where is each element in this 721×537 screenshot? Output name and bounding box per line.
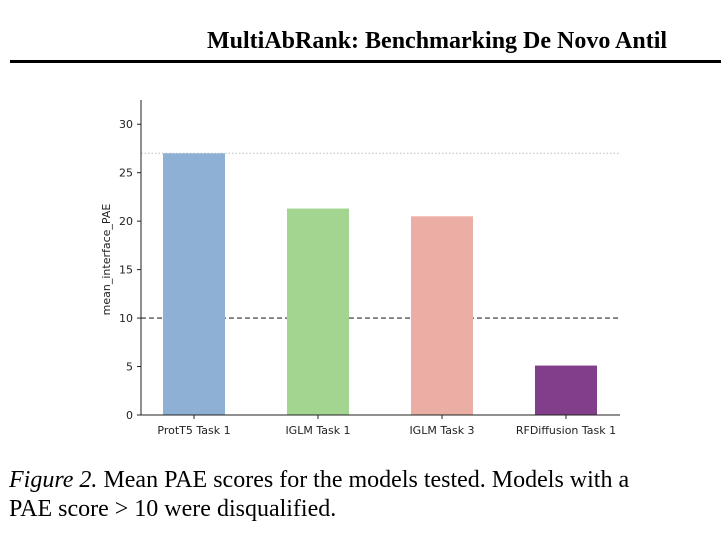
caption-line-2: PAE score > 10 were disqualified. xyxy=(9,496,337,522)
running-title: MultiAbRank: Benchmarking De Novo Antil xyxy=(207,28,668,54)
y-tick-label: 15 xyxy=(119,264,133,277)
y-axis: 0 5 10 15 20 25 30 xyxy=(119,100,142,422)
y-tick-label: 25 xyxy=(119,167,133,180)
x-tick-label: ProtT5 Task 1 xyxy=(157,424,230,437)
bars xyxy=(163,153,597,416)
bar-prott5-task-1 xyxy=(163,153,225,416)
bar-iglm-task-3 xyxy=(411,216,473,415)
header-rule xyxy=(10,60,721,63)
caption-line-1: Figure 2. Mean PAE scores for the models… xyxy=(9,466,721,495)
y-tick-label: 0 xyxy=(126,409,133,422)
reference-lines xyxy=(141,152,620,319)
bar-chart: 0 5 10 15 20 25 30 ProtT5 Task 1 IGLM Task 1 IGL… xyxy=(100,100,620,437)
figure-caption: Figure 2. Mean PAE scores for the models… xyxy=(9,466,721,524)
y-tick-label: 5 xyxy=(126,361,133,374)
x-tick-label: RFDiffusion Task 1 xyxy=(516,424,616,437)
x-tick-label: IGLM Task 1 xyxy=(285,424,350,437)
y-tick-label: 30 xyxy=(119,118,133,131)
y-tick-label: 20 xyxy=(119,215,133,228)
bar-rfdiffusion-task-1 xyxy=(535,365,597,415)
caption-text-1: Mean PAE scores for the models tested. M… xyxy=(103,467,630,493)
y-axis-label: mean_interface_PAE xyxy=(100,204,113,316)
x-tick-label: IGLM Task 3 xyxy=(409,424,474,437)
caption-label: Figure 2. xyxy=(9,467,98,493)
bar-iglm-task-1 xyxy=(287,208,349,415)
running-header: MultiAbRank: Benchmarking De Novo Antil xyxy=(207,28,667,55)
x-axis: ProtT5 Task 1 IGLM Task 1 IGLM Task 3 RFDif… xyxy=(141,414,620,437)
y-tick-label: 10 xyxy=(119,312,133,325)
